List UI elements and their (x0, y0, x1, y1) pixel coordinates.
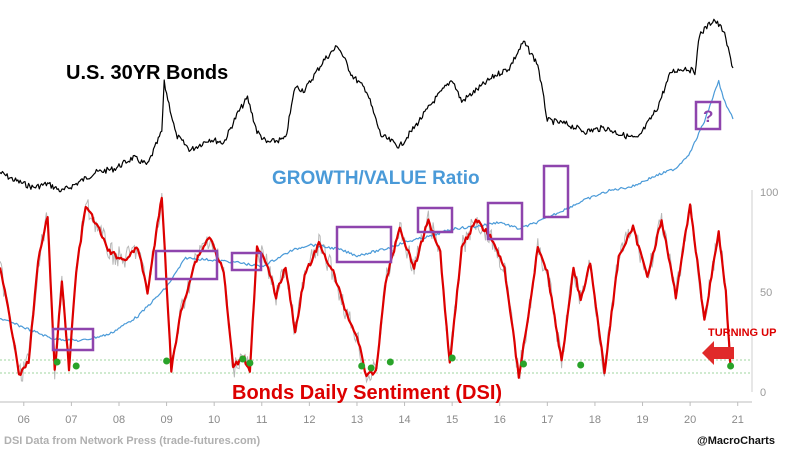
sentiment-low-marker (72, 362, 80, 370)
x-tick-label: 16 (494, 414, 506, 426)
x-tick-label: 17 (541, 414, 553, 426)
highlight-box (416, 206, 454, 234)
highlight-box (51, 327, 95, 352)
x-tick-label: 18 (589, 414, 601, 426)
x-tick-label: 20 (684, 414, 696, 426)
sentiment-low-marker (239, 355, 247, 363)
x-tick-label: 06 (18, 414, 30, 426)
growth-value-title: GROWTH/VALUE Ratio (272, 168, 480, 189)
x-tick-label: 09 (160, 414, 172, 426)
y-tick-label: 50 (760, 287, 772, 299)
bonds-line (0, 18, 734, 193)
x-tick-label: 12 (303, 414, 315, 426)
highlight-box (542, 164, 570, 219)
turning-up-label: TURNING UP (708, 327, 776, 339)
highlight-box (335, 225, 393, 264)
sentiment-low-marker (53, 358, 61, 366)
turning-up-arrow-icon (702, 341, 734, 365)
highlight-boxes (51, 100, 722, 352)
dsi-line (0, 196, 732, 379)
dsi-raw-line (0, 192, 732, 384)
sentiment-low-marker (246, 359, 254, 367)
y-tick-label: 100 (760, 187, 778, 199)
x-tick-label: 21 (732, 414, 744, 426)
highlight-box (230, 251, 263, 272)
x-tick-label: 19 (636, 414, 648, 426)
sentiment-low-marker (577, 361, 585, 369)
x-tick-label: 07 (65, 414, 77, 426)
author-credit: @MacroCharts (697, 435, 775, 447)
highlight-box (486, 201, 524, 241)
growth-value-line (0, 79, 734, 343)
sentiment-low-marker (520, 360, 527, 368)
dsi-title: Bonds Daily Sentiment (DSI) (232, 382, 502, 404)
x-tick-label: 10 (208, 414, 220, 426)
highlight-box (154, 249, 219, 281)
x-tick-label: 14 (398, 414, 410, 426)
sentiment-low-marker (727, 362, 735, 370)
x-tick-label: 15 (446, 414, 458, 426)
x-tick-label: 08 (113, 414, 125, 426)
highlight-box (694, 100, 722, 131)
question-mark-annotation: ? (703, 107, 713, 126)
sentiment-low-marker (358, 362, 366, 370)
sentiment-low-marker (367, 364, 375, 372)
x-tick-label: 13 (351, 414, 363, 426)
bonds-title: U.S. 30YR Bonds (66, 62, 228, 84)
y-tick-label: 0 (760, 387, 766, 399)
sentiment-low-marker (386, 358, 394, 366)
sentiment-low-marker (163, 357, 171, 365)
x-tick-label: 11 (256, 414, 267, 426)
data-source-label: DSI Data from Network Press (trade-futur… (4, 435, 260, 447)
sentiment-low-marker (448, 354, 456, 362)
